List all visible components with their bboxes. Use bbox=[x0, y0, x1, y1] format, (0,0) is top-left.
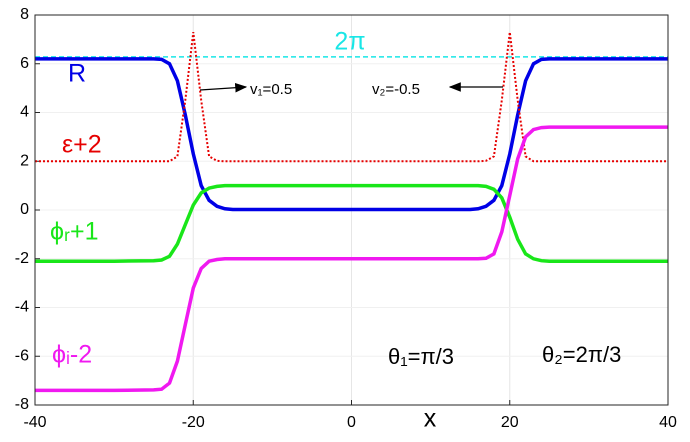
y-tick-label: -4 bbox=[15, 299, 29, 316]
y-tick-label: 8 bbox=[20, 6, 29, 23]
x-tick-label: -20 bbox=[182, 414, 205, 431]
x-tick-label: -40 bbox=[23, 414, 46, 431]
x-tick-label: 0 bbox=[347, 414, 356, 431]
annotation: θ₁=π/3 bbox=[388, 344, 454, 369]
y-tick-label: 6 bbox=[20, 55, 29, 72]
annotation: v₂=-0.5 bbox=[372, 81, 420, 98]
y-tick-label: -2 bbox=[15, 250, 29, 267]
annotation: θ₂=2π/3 bbox=[542, 342, 621, 367]
y-tick-label: 2 bbox=[20, 152, 29, 169]
x-tick-label: 40 bbox=[659, 414, 677, 431]
annotation: v₁=0.5 bbox=[250, 81, 292, 98]
reference-label: 2π bbox=[334, 27, 365, 55]
y-tick-label: -6 bbox=[15, 347, 29, 364]
y-tick-label: 4 bbox=[20, 104, 29, 121]
series-label: ϕᵣ+1 bbox=[50, 218, 99, 246]
series-line bbox=[35, 57, 668, 212]
arrow bbox=[199, 82, 248, 93]
series-label: R bbox=[68, 60, 86, 88]
y-tick-label: 0 bbox=[20, 201, 29, 218]
series-line bbox=[35, 31, 668, 163]
series-line bbox=[35, 125, 668, 393]
plot-frame bbox=[34, 14, 669, 406]
series-line bbox=[35, 183, 668, 263]
y-tick-label: -8 bbox=[15, 396, 29, 413]
series-label: ε+2 bbox=[62, 131, 102, 159]
x-tick-label: 20 bbox=[501, 414, 519, 431]
series-label: ϕᵢ-2 bbox=[52, 341, 92, 369]
x-axis-label: x bbox=[424, 405, 437, 433]
